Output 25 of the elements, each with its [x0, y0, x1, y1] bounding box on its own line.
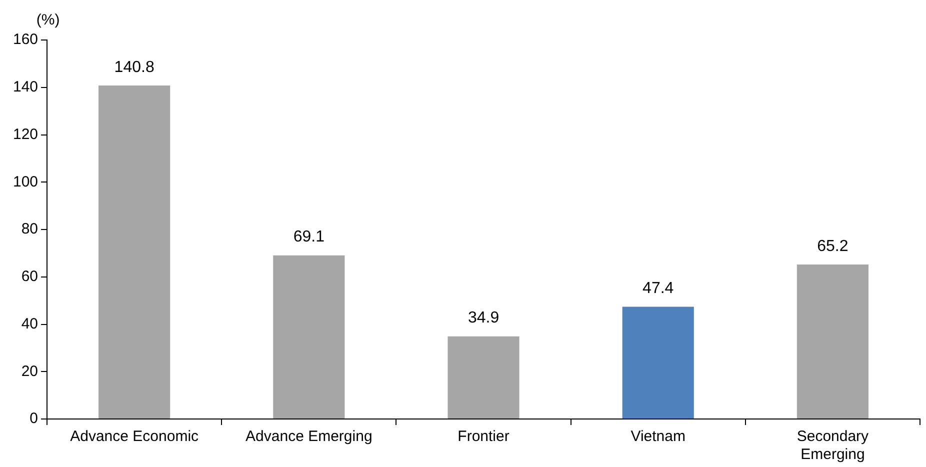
bar — [273, 255, 345, 418]
y-tick-label: 60 — [21, 268, 38, 286]
bar — [448, 336, 520, 418]
y-tick-label: 20 — [21, 362, 38, 380]
y-tick-label: 120 — [12, 126, 38, 143]
y-tick-label: 40 — [21, 315, 38, 332]
data-label: 47.4 — [642, 280, 674, 298]
x-tick-label: Frontier — [458, 428, 510, 446]
data-label: 140.8 — [114, 58, 154, 76]
x-tick-label: Vietnam — [630, 428, 686, 446]
y-tick-label: 0 — [30, 410, 38, 428]
bar — [796, 264, 868, 418]
y-tick-label: 100 — [12, 173, 38, 190]
y-tick-label: 160 — [12, 31, 38, 48]
bar — [98, 85, 170, 418]
data-label: 34.9 — [468, 310, 500, 327]
data-label: 69.1 — [293, 228, 325, 246]
y-tick-label: 80 — [21, 220, 38, 238]
x-tick-label: Advance Economic — [70, 428, 200, 446]
data-label: 65.2 — [817, 238, 848, 255]
y-axis-title: (%) — [36, 12, 60, 29]
x-tick-label: Secondary Emerging — [796, 428, 870, 464]
x-tick-label: Advance Emerging — [246, 428, 372, 446]
bar — [622, 306, 694, 418]
y-tick-label: 140 — [12, 78, 38, 96]
